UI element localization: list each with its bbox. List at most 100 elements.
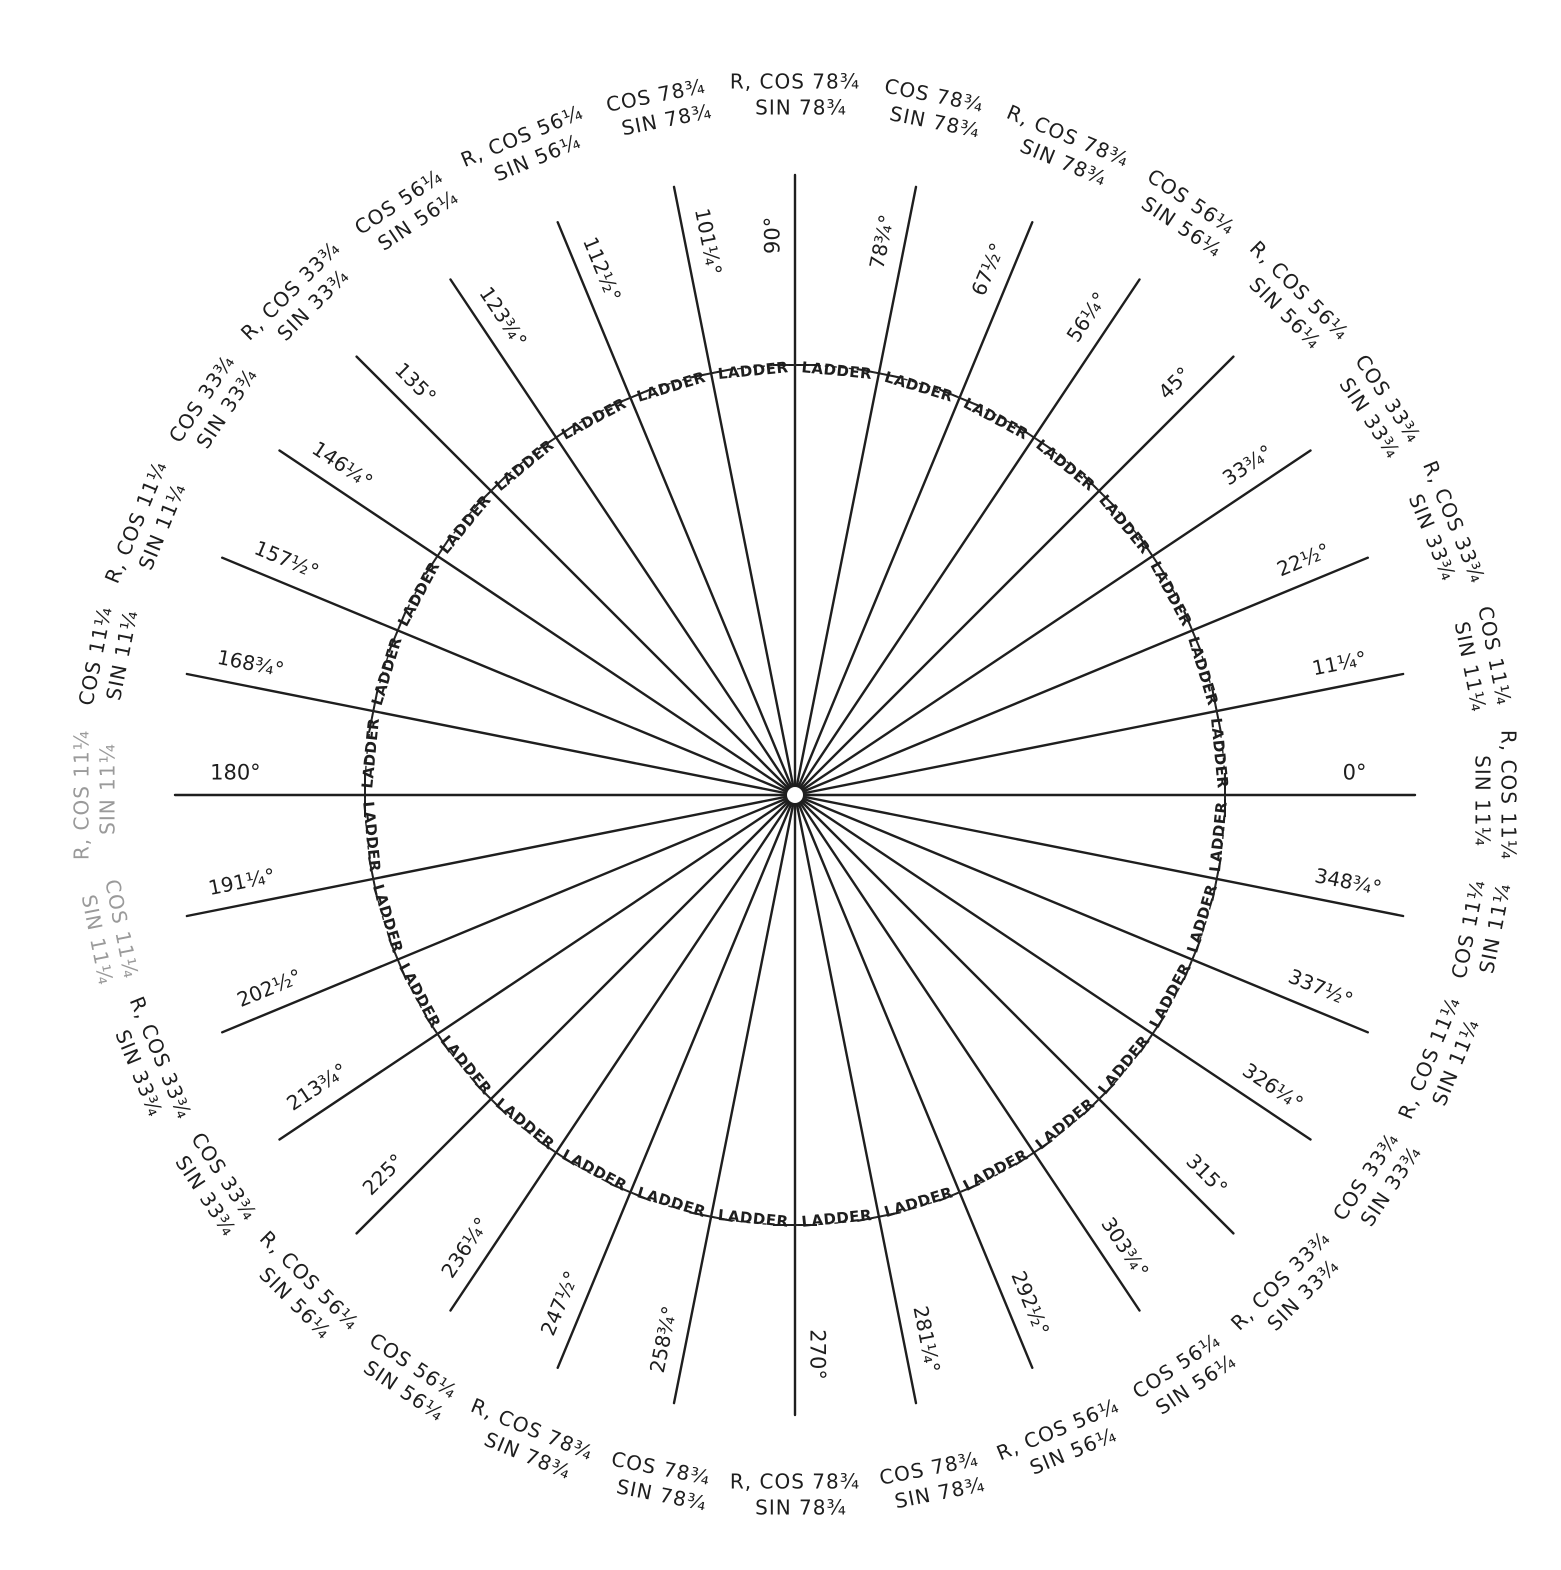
angle-label: 213¾° bbox=[282, 1058, 352, 1115]
angle-label: 11¼° bbox=[1310, 646, 1368, 680]
angle-label: 157½° bbox=[251, 536, 323, 584]
ladder-label: LADDER bbox=[395, 960, 444, 1031]
angle-label: 112½° bbox=[578, 233, 626, 305]
ray-12 bbox=[355, 355, 797, 797]
ladder-label: LADDER bbox=[491, 436, 557, 495]
ray-3 bbox=[793, 449, 1312, 797]
angle-label: 90° bbox=[761, 217, 785, 254]
angle-label: 191¼° bbox=[206, 863, 277, 900]
ray-22 bbox=[556, 793, 797, 1370]
angle-label: 78¾° bbox=[865, 212, 899, 270]
angle-label: 168¾° bbox=[215, 645, 286, 682]
ray-5 bbox=[793, 278, 1141, 797]
ray-11 bbox=[449, 278, 797, 797]
angle-label: 101¼° bbox=[690, 206, 727, 277]
ladder-label: LADDER bbox=[635, 1183, 708, 1221]
function-label-line1: R, COS 78¾ bbox=[730, 70, 860, 94]
ladder-label: LADDER bbox=[960, 1146, 1031, 1195]
angle-label: 281¼° bbox=[908, 1304, 945, 1375]
ray-14 bbox=[220, 556, 797, 797]
ray-27 bbox=[793, 793, 1141, 1312]
ladder-tick-27 bbox=[1015, 1139, 1053, 1166]
angle-label: 315° bbox=[1181, 1149, 1232, 1200]
rays-layer bbox=[173, 173, 1417, 1417]
ladder-label: LADDER bbox=[1206, 801, 1231, 873]
angle-label: 236¼° bbox=[436, 1213, 493, 1283]
ladder-label: LADDER bbox=[558, 394, 629, 443]
ray-29 bbox=[793, 793, 1312, 1141]
ray-15 bbox=[185, 672, 797, 797]
ray-31 bbox=[793, 793, 1405, 918]
ladder-label: LADDER bbox=[1147, 558, 1196, 629]
function-label-line1: R, COS 78¾ bbox=[730, 1470, 860, 1494]
ladder-label: LADDER bbox=[359, 801, 384, 873]
angle-label: 123¾° bbox=[475, 282, 532, 352]
ladder-label: LADDER bbox=[1184, 635, 1222, 708]
ray-18 bbox=[220, 793, 797, 1034]
function-label-line1: R, COS 11¼ bbox=[1497, 730, 1521, 860]
ray-17 bbox=[185, 793, 797, 918]
ladder-label: LADDER bbox=[1033, 436, 1099, 495]
ladder-label: LADDER bbox=[882, 1183, 955, 1221]
ladder-label: LADDER bbox=[1207, 717, 1232, 789]
angle-label: 202½° bbox=[233, 964, 305, 1012]
ray-4 bbox=[793, 355, 1235, 797]
function-label-line2: SIN 78¾ bbox=[755, 1496, 847, 1520]
function-label-line2: SIN 78¾ bbox=[755, 96, 847, 120]
angle-label: 0° bbox=[1343, 761, 1367, 785]
ray-23 bbox=[672, 793, 797, 1405]
ladder-label: LADDER bbox=[801, 1206, 873, 1231]
angle-label: 225° bbox=[358, 1149, 409, 1200]
ladder-label: LADDER bbox=[368, 635, 406, 708]
center-hub bbox=[785, 785, 805, 805]
function-label-line2: SIN 11¼ bbox=[1471, 755, 1495, 847]
ladder-label: LADDER bbox=[635, 368, 708, 406]
ladder-label: LADDER bbox=[394, 558, 443, 629]
ladder-tick-7 bbox=[857, 368, 901, 379]
ray-2 bbox=[793, 556, 1370, 797]
ray-30 bbox=[793, 793, 1370, 1034]
ray-10 bbox=[556, 220, 797, 797]
ray-26 bbox=[793, 793, 1034, 1370]
ladder-label: LADDER bbox=[961, 394, 1032, 443]
ladder-label: LADDER bbox=[437, 1032, 496, 1098]
angle-label: 303¾° bbox=[1096, 1213, 1153, 1283]
ray-19 bbox=[278, 793, 797, 1141]
ladder-label: LADDER bbox=[801, 358, 873, 383]
ray-28 bbox=[793, 793, 1235, 1235]
ray-13 bbox=[278, 449, 797, 797]
ladder-label: LADDER bbox=[717, 1206, 789, 1231]
ladder-label: LADDER bbox=[492, 1094, 558, 1153]
angle-label: 326¼° bbox=[1238, 1058, 1308, 1115]
ray-21 bbox=[449, 793, 797, 1312]
angle-label: 292½° bbox=[1006, 1267, 1054, 1339]
function-label-line1: R, COS 11¼ bbox=[70, 730, 94, 860]
ray-6 bbox=[793, 220, 1034, 797]
ladder-label: LADDER bbox=[1032, 1094, 1098, 1153]
ladder-ring-path bbox=[364, 364, 1226, 1226]
ladder-label: LADDER bbox=[559, 1146, 630, 1195]
ladder-label: LADDER bbox=[358, 717, 383, 789]
